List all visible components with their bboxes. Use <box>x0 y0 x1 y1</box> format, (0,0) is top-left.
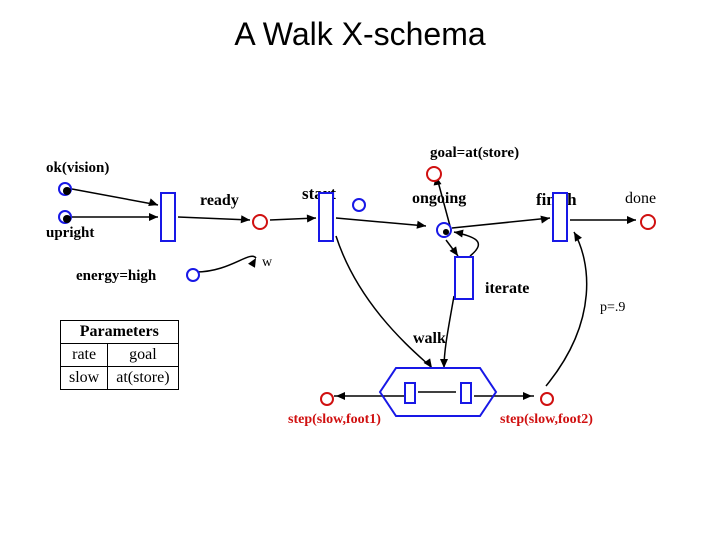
params-header: Parameters <box>61 321 179 344</box>
arrowhead-9 <box>450 246 458 256</box>
arc-11 <box>336 236 432 368</box>
label-p9: p=.9 <box>600 300 625 316</box>
arrowhead-8 <box>627 216 636 224</box>
arc-9 <box>446 240 458 256</box>
arc-4 <box>270 218 316 220</box>
arrowhead-10 <box>454 230 464 238</box>
transition-tStart <box>318 192 334 242</box>
label-energyHigh: energy=high <box>76 268 156 285</box>
transition-hexR <box>460 382 472 404</box>
parameters-table: Parameters rate goal slow at(store) <box>60 320 179 390</box>
label-w: w <box>262 255 272 271</box>
arrowhead-2 <box>241 215 250 223</box>
arc-3 <box>196 256 256 272</box>
token-ongoing <box>443 229 449 235</box>
arrowhead-1 <box>149 213 158 221</box>
arrowhead-3 <box>248 258 256 268</box>
label-done: done <box>625 190 656 208</box>
arrowhead-14 <box>523 392 532 400</box>
transition-tIterate <box>454 256 474 300</box>
params-val-rate: slow <box>61 367 108 390</box>
place-ready <box>252 214 268 230</box>
arc-10 <box>454 232 478 256</box>
transition-hexL <box>404 382 416 404</box>
arrowhead-4 <box>307 214 316 222</box>
label-ready: ready <box>200 192 239 210</box>
arc-5 <box>336 218 426 226</box>
arrowhead-0 <box>148 198 158 206</box>
place-energyHigh <box>186 268 200 282</box>
place-stepRight <box>540 392 554 406</box>
arrowhead-13 <box>336 392 345 400</box>
place-stepLeft <box>320 392 334 406</box>
label-step2: step(slow,foot2) <box>500 412 593 428</box>
label-ongoing: ongoing <box>412 190 466 208</box>
arc-7 <box>452 218 550 228</box>
arrowhead-7 <box>540 216 550 224</box>
token-okVision <box>63 187 71 195</box>
transition-tFinish <box>552 192 568 242</box>
arrowhead-15 <box>574 232 582 242</box>
arrowhead-11 <box>424 358 432 368</box>
place-goalTop <box>426 166 442 182</box>
token-upright <box>63 215 71 223</box>
place-startTop <box>352 198 366 212</box>
transition-t1 <box>160 192 176 242</box>
arc-15 <box>546 232 587 386</box>
arrowhead-5 <box>417 221 426 229</box>
params-col-goal: goal <box>108 344 178 367</box>
arrowhead-12 <box>440 359 448 368</box>
arc-2 <box>178 217 250 220</box>
walk-hexagon <box>380 368 496 416</box>
label-goalAtStore: goal=at(store) <box>430 145 519 162</box>
arc-0 <box>72 189 158 205</box>
page-title: A Walk X-schema <box>0 16 720 53</box>
params-col-rate: rate <box>61 344 108 367</box>
label-upright: upright <box>46 225 94 242</box>
label-walk: walk <box>413 330 446 348</box>
place-done <box>640 214 656 230</box>
label-iterate: iterate <box>485 280 529 298</box>
params-val-goal: at(store) <box>108 367 178 390</box>
label-step1: step(slow,foot1) <box>288 412 381 428</box>
label-okVision: ok(vision) <box>46 160 109 177</box>
